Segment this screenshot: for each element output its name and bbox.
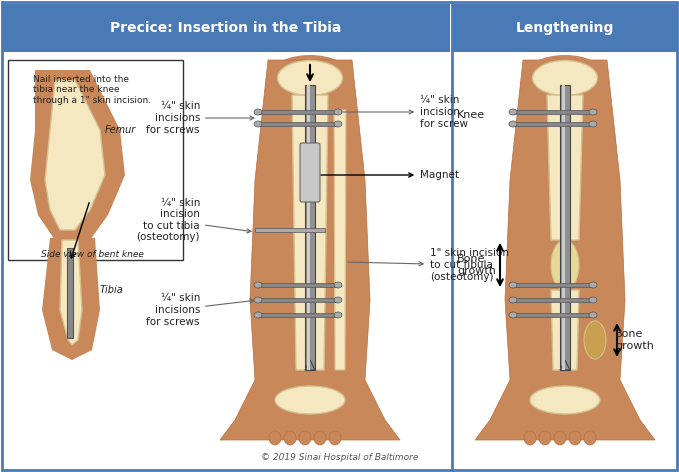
FancyBboxPatch shape [453,4,677,52]
Ellipse shape [278,60,342,95]
Text: ¼" skin
incision
to cut tibia
(osteotomy): ¼" skin incision to cut tibia (osteotomy… [136,198,251,243]
Polygon shape [258,283,338,287]
Ellipse shape [334,282,342,288]
Ellipse shape [334,121,342,127]
Ellipse shape [530,386,600,414]
Ellipse shape [509,297,517,303]
Polygon shape [258,122,338,126]
Polygon shape [513,122,593,126]
Ellipse shape [589,282,597,288]
Bar [560,85,570,370]
Polygon shape [258,313,338,317]
Ellipse shape [314,431,326,445]
Ellipse shape [284,431,296,445]
Ellipse shape [254,109,262,115]
Text: Precice: Insertion in the Tibia: Precice: Insertion in the Tibia [110,21,342,35]
Polygon shape [305,360,315,370]
Ellipse shape [525,55,605,95]
Ellipse shape [569,431,581,445]
Polygon shape [551,290,579,370]
Text: ¼" skin
incision
for screw: ¼" skin incision for screw [341,95,468,128]
Ellipse shape [584,321,606,359]
Text: Femur: Femur [105,125,136,135]
Ellipse shape [254,297,262,303]
Ellipse shape [509,312,517,318]
Ellipse shape [299,431,311,445]
Polygon shape [42,238,100,360]
Polygon shape [513,313,593,317]
Ellipse shape [254,121,262,127]
Polygon shape [220,60,400,440]
Ellipse shape [334,312,342,318]
Text: 1" skin incision
to cut fibula
(osteotomy): 1" skin incision to cut fibula (osteotom… [348,248,509,282]
Polygon shape [513,283,593,287]
Ellipse shape [589,121,597,127]
Ellipse shape [509,282,517,288]
Ellipse shape [334,297,342,303]
Text: ¼" skin
incisions
for screws: ¼" skin incisions for screws [147,101,254,135]
Text: ¼" skin
incisions
for screws: ¼" skin incisions for screws [147,294,254,327]
Ellipse shape [254,282,262,288]
Ellipse shape [554,431,566,445]
Ellipse shape [551,240,579,290]
Ellipse shape [509,121,517,127]
Bar [255,228,325,232]
Polygon shape [30,70,125,240]
Text: Bone
growth: Bone growth [457,254,496,276]
Polygon shape [45,80,105,230]
Polygon shape [292,95,328,370]
Ellipse shape [589,109,597,115]
Polygon shape [547,95,583,240]
Polygon shape [560,360,570,370]
Ellipse shape [509,109,517,115]
FancyBboxPatch shape [2,4,450,52]
Ellipse shape [275,386,345,414]
Bar [307,85,310,370]
Ellipse shape [524,431,536,445]
Bar [67,248,73,338]
Ellipse shape [584,431,596,445]
Ellipse shape [270,55,350,95]
Ellipse shape [329,431,341,445]
Ellipse shape [589,297,597,303]
Polygon shape [513,110,593,114]
Bar [305,85,315,370]
Ellipse shape [334,109,342,115]
Ellipse shape [269,431,281,445]
Ellipse shape [532,60,598,95]
Ellipse shape [539,431,551,445]
Text: Bone
growth: Bone growth [615,329,654,351]
Polygon shape [258,298,338,302]
Polygon shape [475,60,655,440]
FancyBboxPatch shape [8,60,183,260]
Text: Nail inserted into the
tibia near the knee
through a 1" skin incision.: Nail inserted into the tibia near the kn… [33,75,151,105]
Text: Side view of bent knee: Side view of bent knee [41,250,143,259]
Ellipse shape [254,312,262,318]
Bar [562,85,565,370]
FancyBboxPatch shape [300,143,320,202]
Text: Knee: Knee [457,110,485,120]
Polygon shape [334,110,346,370]
Polygon shape [513,298,593,302]
Polygon shape [60,240,82,345]
Text: Tibia: Tibia [100,285,124,295]
Text: Magnet: Magnet [320,170,459,180]
Polygon shape [258,110,338,114]
Ellipse shape [589,312,597,318]
Text: © 2019 Sinai Hospital of Baltimore: © 2019 Sinai Hospital of Baltimore [261,454,419,463]
Text: Lengthening: Lengthening [516,21,614,35]
